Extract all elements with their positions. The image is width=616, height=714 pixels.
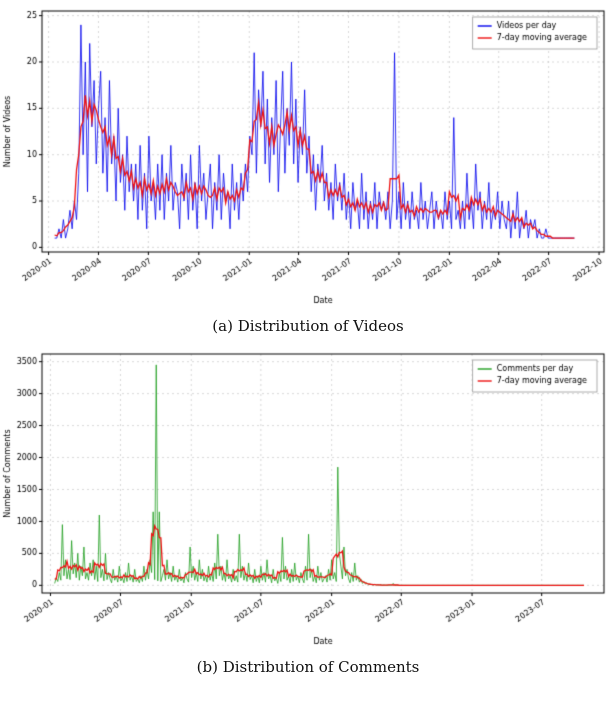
figure-b: (b) Distribution of Comments	[0, 345, 616, 686]
figure-a: (a) Distribution of Videos	[0, 2, 616, 345]
figure-b-caption: (b) Distribution of Comments	[196, 658, 420, 676]
page: (a) Distribution of Videos (b) Distribut…	[0, 2, 616, 686]
videos-distribution-chart	[0, 2, 616, 308]
figure-a-caption: (a) Distribution of Videos	[212, 317, 404, 335]
comments-distribution-chart	[0, 345, 616, 649]
